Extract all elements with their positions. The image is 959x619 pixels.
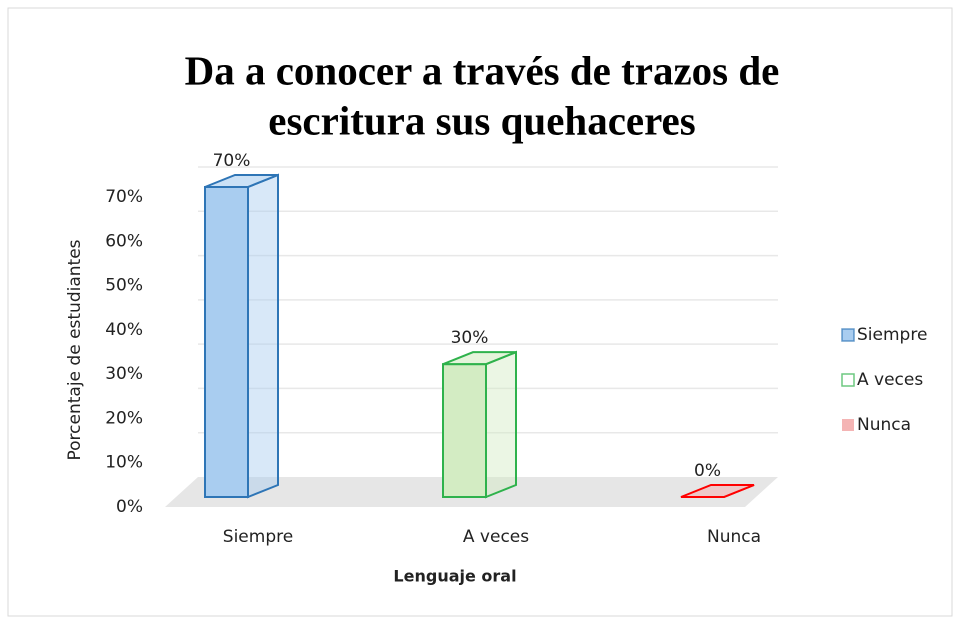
chart-title: Da a conocer a través de trazos de — [185, 47, 780, 93]
chart-title: escritura sus quehaceres — [268, 97, 695, 143]
bar-top — [204, 174, 279, 188]
y-tick-label: 60% — [105, 231, 143, 251]
legend-swatch — [841, 328, 855, 342]
y-axis-title: Porcentaje de estudiantes — [65, 239, 85, 460]
y-tick-label: 0% — [116, 497, 143, 517]
x-tick-label: Siempre — [223, 527, 293, 547]
y-tick-label: 20% — [105, 408, 143, 428]
legend-swatch — [842, 419, 854, 431]
legend-label: Nunca — [857, 415, 911, 435]
legend-swatch — [841, 373, 855, 387]
legend-label: A veces — [857, 370, 923, 390]
data-label: 30% — [451, 328, 489, 348]
x-tick-label: Nunca — [707, 527, 761, 547]
bar-top — [442, 351, 517, 366]
bar-side — [247, 173, 279, 499]
data-label: 70% — [213, 151, 251, 171]
y-tick-label: 50% — [105, 276, 143, 296]
chart-border — [7, 7, 953, 617]
y-tick-label: 10% — [105, 453, 143, 473]
x-tick-label: A veces — [463, 527, 529, 547]
legend-label: Siempre — [857, 325, 927, 345]
y-tick-label: 40% — [105, 320, 143, 340]
bar — [204, 186, 249, 498]
bar — [442, 363, 487, 498]
data-label: 0% — [694, 461, 721, 481]
y-tick-label: 70% — [105, 187, 143, 207]
bar-top — [680, 484, 755, 498]
y-tick-label: 30% — [105, 364, 143, 384]
x-axis-title: Lenguaje oral — [393, 567, 516, 586]
bar-side — [485, 350, 517, 499]
